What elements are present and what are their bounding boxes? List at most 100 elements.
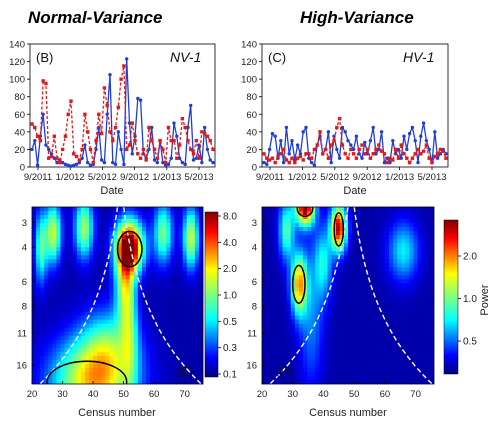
panel-f-heat-cell [335, 327, 341, 333]
panel-f-heat-cell [409, 219, 415, 224]
panel-e-heat-cell [113, 287, 119, 293]
panel-f-heat-cell [405, 363, 411, 369]
panel-e-heat-cell [121, 275, 127, 281]
panel-e-heat-cell [121, 311, 127, 317]
panel-b-point-blue [119, 147, 123, 152]
panel-f-heat-cell [348, 207, 353, 212]
panel-e-heat-cell [190, 251, 196, 256]
panel-f-heat-cell [294, 251, 300, 256]
panel-b-point-red [102, 86, 107, 90]
panel-f-heat-cell [335, 347, 341, 353]
panel-e-heat-cell [186, 335, 192, 341]
panel-e-heat-cell [141, 355, 147, 361]
panel-f-heat-cell [376, 279, 382, 285]
panel-f-heat-cell [286, 331, 292, 337]
panel-f-heat-cell [294, 219, 300, 224]
panel-e-heat-cell [105, 283, 110, 289]
panel-e-heat-cell [101, 327, 106, 333]
panel-f-heat-cell [417, 303, 423, 309]
panel-f-heat-cell [405, 335, 411, 341]
panel-f-heat-cell [282, 215, 288, 220]
panel-f-heat-cell [319, 243, 325, 248]
panel-f-heat-cell [380, 231, 386, 236]
panel-f-heat-cell [315, 267, 320, 272]
panel-c-point-blue [402, 134, 406, 138]
panel-f-heat-cell [388, 251, 394, 256]
panel-e-heat-cell [154, 355, 159, 361]
panel-f-heat-cell [348, 311, 353, 317]
panel-e-heat-cell [76, 235, 82, 240]
panel-e-heat-cell [56, 347, 62, 353]
panel-e-heat-cell [56, 299, 62, 305]
panel-b-ytick-label: 140 [9, 40, 25, 51]
panel-e-heat-cell [129, 295, 135, 301]
panel-e-heat-cell [97, 375, 102, 381]
panel-e-heat-cell [32, 379, 37, 384]
panel-e-heat-cell [56, 243, 62, 248]
panel-f-heat-cell [356, 207, 361, 212]
panel-f-heat-cell [401, 343, 406, 349]
panel-e-heat-cell [101, 307, 106, 313]
panel-f-heat-cell [282, 331, 288, 337]
panel-f-heat-cell [286, 207, 292, 212]
panel-e-heat-cell [186, 231, 192, 236]
panel-e-heat-cell [72, 231, 78, 236]
panel-f-heat-cell [319, 327, 325, 333]
panel-f-heat-cell [298, 267, 304, 272]
panel-f-heat-cell [368, 363, 374, 369]
panel-f-heat-cell [315, 303, 320, 309]
panel-e-heat-cell [137, 355, 143, 361]
panel-e-heat-cell [64, 283, 70, 289]
panel-f-heat-cell [368, 287, 374, 293]
panel-f-heat-cell [278, 275, 284, 281]
panel-f-heat-cell [335, 275, 341, 281]
panel-e-heat-cell [76, 247, 82, 252]
panel-f-heat-cell [397, 335, 402, 341]
panel-e-heat-cell [105, 335, 110, 341]
panel-f-heat-cell [356, 223, 361, 228]
panel-e-heat-cell [60, 343, 66, 349]
panel-e-heat-cell [194, 379, 200, 384]
panel-f-heat-cell [311, 335, 316, 341]
panel-e-heat-cell [158, 351, 163, 357]
panel-e-heat-cell [125, 379, 131, 384]
panel-e-heat-cell [146, 319, 151, 325]
panel-e-heat-cell [178, 347, 184, 353]
panel-f-heat-cell [393, 311, 398, 317]
panel-e-heat-cell [72, 351, 78, 357]
panel-e-heat-cell [60, 331, 66, 337]
panel-e-heat-cell [158, 299, 163, 305]
panel-f-heat-cell [307, 311, 312, 317]
panel-e-heat-cell [186, 299, 192, 305]
panel-f-heat-cell [425, 287, 431, 293]
panel-e-heat-cell [137, 339, 143, 345]
panel-f-heat-cell [429, 319, 434, 325]
panel-f-heat-cell [282, 367, 288, 373]
panel-e-heat-cell [89, 367, 94, 373]
panel-b-point-blue [161, 160, 165, 165]
panel-f-heat-cell [360, 323, 365, 329]
panel-e-heat-cell [117, 283, 123, 289]
panel-f-heat-cell [388, 295, 394, 301]
panel-e-heat-cell [190, 231, 196, 236]
panel-e-heat-cell [133, 327, 139, 333]
panel-e-heat-cell [182, 331, 188, 337]
panel-f-heat-cell [315, 291, 320, 297]
panel-f-heat-cell [294, 295, 300, 301]
panel-e-heat-cell [190, 239, 196, 244]
panel-e-heat-cell [60, 371, 66, 377]
panel-e-heat-cell [178, 279, 184, 285]
panel-f-heat-cell [266, 323, 271, 329]
panel-e-heat-cell [36, 231, 41, 236]
panel-f-heat-cell [364, 331, 370, 337]
panel-f-heat-cell [294, 311, 300, 317]
panel-e-heat-cell [178, 291, 184, 297]
panel-f-heat-cell [307, 295, 312, 301]
panel-f-heat-cell [393, 227, 398, 232]
panel-e-heat-cell [84, 343, 90, 349]
panel-c-point-red [405, 156, 409, 160]
panel-e-heat-cell [93, 379, 98, 384]
panel-e-heat-cell [182, 371, 188, 377]
panel-e-xtick-label: 20 [27, 389, 38, 400]
panel-f-heat-cell [397, 235, 402, 240]
